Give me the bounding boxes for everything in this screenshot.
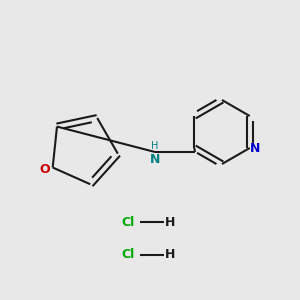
Text: N: N xyxy=(250,142,260,154)
Text: Cl: Cl xyxy=(122,215,135,229)
Text: N: N xyxy=(150,153,160,166)
Text: O: O xyxy=(39,163,50,176)
Text: H: H xyxy=(165,248,175,262)
Text: H: H xyxy=(165,215,175,229)
Text: H: H xyxy=(151,141,159,151)
Text: Cl: Cl xyxy=(122,248,135,262)
